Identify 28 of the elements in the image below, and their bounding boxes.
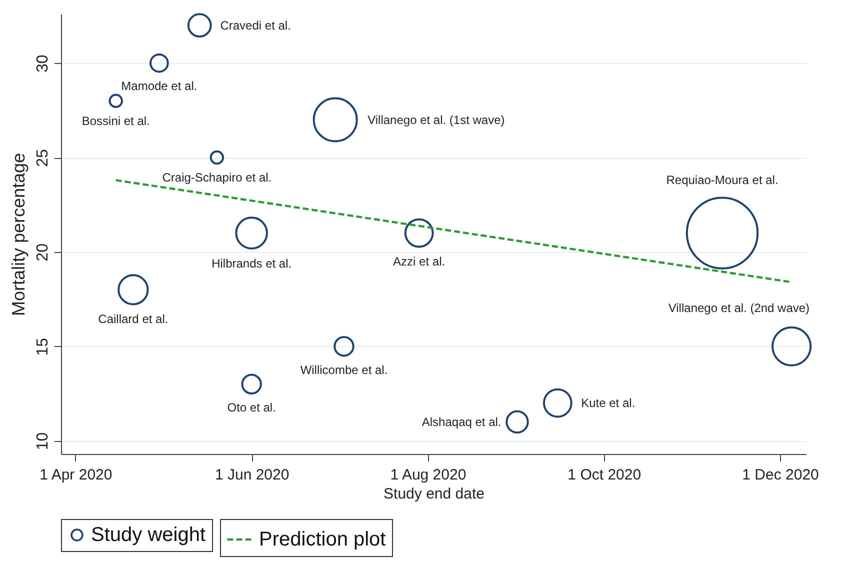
annotation: Willicombe et al. xyxy=(300,362,388,377)
annotation: Villanego et al. (2nd wave) xyxy=(668,300,810,315)
legend-label: Study weight xyxy=(91,524,206,546)
y-tick-label: 15 xyxy=(34,338,52,356)
annotation: Hilbrands et al. xyxy=(212,256,292,270)
y-axis-title: Mortality percentage xyxy=(8,152,28,316)
y-tick-label: 25 xyxy=(34,149,52,167)
annotation: Kute et al. xyxy=(581,396,636,410)
y-tick-label: 10 xyxy=(34,432,52,450)
annotation: Oto et al. xyxy=(227,400,276,415)
annotation: Requiao-Moura et al. xyxy=(666,173,778,188)
annotation: Craig-Schapiro et al. xyxy=(162,170,272,184)
annotation: Azzi et al. xyxy=(393,254,446,269)
annotation: Caillard et al. xyxy=(98,312,168,326)
annotation: Mamode et al. xyxy=(121,78,198,93)
x-tick-label: 1 Apr 2020 xyxy=(40,466,112,484)
y-tick-label: 20 xyxy=(34,243,52,262)
y-tick-label: 30 xyxy=(34,54,52,72)
legend-label: Prediction plot xyxy=(259,528,386,550)
x-tick-label: 1 Jun 2020 xyxy=(214,466,290,484)
annotation: Bossini et al. xyxy=(82,114,150,128)
x-axis-title: Study end date xyxy=(384,486,484,502)
x-tick-label: 1 Oct 2020 xyxy=(568,466,642,484)
x-tick-label: 1 Dec 2020 xyxy=(742,466,819,484)
annotation: Cravedi et al. xyxy=(220,18,291,32)
annotation: Villanego et al. (1st wave) xyxy=(368,112,505,127)
x-tick-label: 1 Aug 2020 xyxy=(390,466,466,484)
annotation: Alshaqaq et al. xyxy=(422,414,502,429)
